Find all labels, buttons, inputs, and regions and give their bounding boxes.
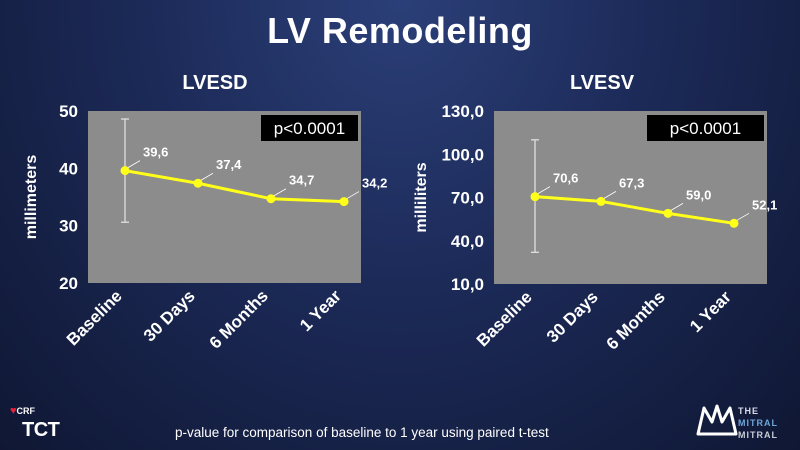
y-axis-label: milliliters xyxy=(413,162,430,232)
chart-title: LVESD xyxy=(182,72,247,94)
y-tick-label: 30 xyxy=(59,217,78,236)
y-tick-label: 50 xyxy=(59,102,78,121)
x-tick-label: Baseline xyxy=(63,286,126,349)
y-axis-label: millimeters xyxy=(23,155,40,240)
chart-title: LVESV xyxy=(570,72,635,94)
label-leader xyxy=(127,160,141,168)
label-leader xyxy=(537,186,551,194)
data-point xyxy=(663,208,673,218)
label-leader xyxy=(273,188,287,197)
data-point xyxy=(729,218,739,228)
data-point xyxy=(339,197,349,207)
x-tick-label: 6 Months xyxy=(206,286,272,352)
data-label: 70,6 xyxy=(553,171,578,186)
data-label: 59,0 xyxy=(686,187,711,202)
series-line xyxy=(534,195,735,225)
y-tick-label: 10,0 xyxy=(451,275,484,294)
data-point xyxy=(266,194,276,204)
y-tick-label: 40,0 xyxy=(451,232,484,251)
data-label: 34,7 xyxy=(289,173,314,188)
crown-text-3: MITRAL xyxy=(738,430,778,440)
crown-logo: THE MITRAL MITRAL xyxy=(696,400,791,444)
chart-lvesv: LVESV milliliters 10,0 40,0 70,0 100,0 130,0 Ba… xyxy=(413,72,777,354)
y-tick-label: 40 xyxy=(59,159,78,178)
p-value-box xyxy=(261,115,358,141)
p-value-box xyxy=(647,115,764,141)
label-leader xyxy=(670,203,684,211)
data-point xyxy=(120,166,130,176)
data-label: 39,6 xyxy=(143,145,168,160)
heart-icon: ♥ xyxy=(10,405,17,417)
x-tick-label: 6 Months xyxy=(603,287,669,353)
y-tick-label: 100,0 xyxy=(441,145,484,164)
y-tick-label: 130,0 xyxy=(441,102,484,121)
data-point xyxy=(596,196,606,206)
label-leader xyxy=(346,191,360,199)
chart-lvesd: LVESD millimeters 20 30 40 50 Baseline 30 Days 6… xyxy=(23,72,387,353)
x-tick-label: Baseline xyxy=(473,287,536,350)
data-point xyxy=(193,178,203,188)
label-leader xyxy=(200,172,214,181)
y-tick-label: 70,0 xyxy=(451,189,484,208)
footnote: p-value for comparison of baseline to 1 … xyxy=(175,425,549,440)
data-label: 52,1 xyxy=(752,197,777,212)
crown-icon xyxy=(696,404,738,436)
series-line xyxy=(124,169,345,204)
data-point xyxy=(530,192,540,202)
crown-text-1: THE xyxy=(738,406,759,416)
label-leader xyxy=(736,212,750,221)
slide-title: LV Remodeling xyxy=(267,10,533,51)
x-tick-label: 1 Year xyxy=(296,286,345,335)
p-value-text: p<0.0001 xyxy=(274,119,345,138)
tct-text: TCT xyxy=(22,419,60,441)
label-leader xyxy=(603,191,617,199)
data-label: 67,3 xyxy=(619,175,644,190)
p-value-text: p<0.0001 xyxy=(670,119,741,138)
crf-text: CRF xyxy=(16,406,36,416)
x-tick-label: 30 Days xyxy=(543,287,602,346)
data-label: 34,2 xyxy=(362,176,387,191)
crf-tct-logo: ♥CRF TCT xyxy=(10,405,70,445)
y-tick-label: 20 xyxy=(59,274,78,293)
crown-text-2: MITRAL xyxy=(738,418,778,428)
data-label: 37,4 xyxy=(216,157,242,172)
x-tick-label: 30 Days xyxy=(140,286,199,345)
crf-mark: ♥CRF xyxy=(10,405,35,417)
x-tick-label: 1 Year xyxy=(686,287,735,336)
